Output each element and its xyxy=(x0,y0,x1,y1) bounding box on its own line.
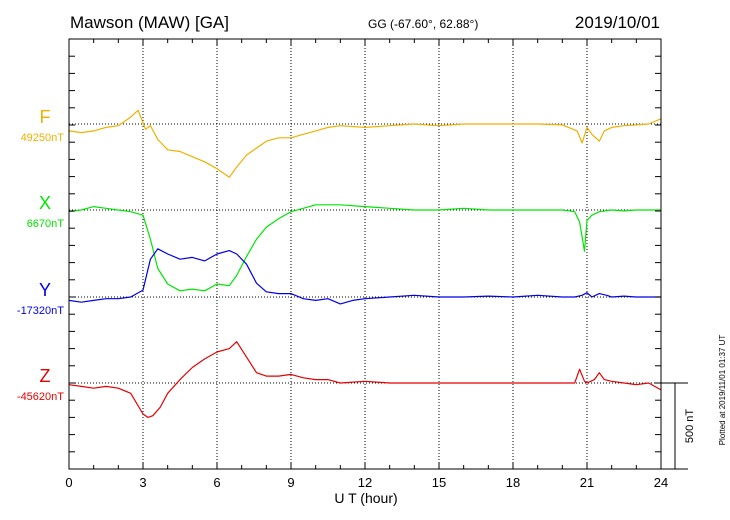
series-group xyxy=(68,109,662,418)
baseline-label-X: 6670nT xyxy=(27,218,65,230)
date-label: 2019/10/01 xyxy=(575,13,660,32)
x-tick-label: 18 xyxy=(506,475,520,490)
x-tick-label: 0 xyxy=(65,475,72,490)
baseline-label-Y: -17320nT xyxy=(17,305,64,317)
series-name-F: F xyxy=(40,107,51,127)
x-tick-label: 24 xyxy=(654,475,668,490)
station-title: Mawson (MAW) [GA] xyxy=(70,13,229,32)
axis-ticks xyxy=(68,38,662,470)
scale-bar-label: 500 nT xyxy=(684,409,696,444)
x-tick-label: 15 xyxy=(432,475,446,490)
plot-frame xyxy=(68,38,662,470)
baseline-label-Z: -45620nT xyxy=(17,391,64,403)
series-name-Z: Z xyxy=(40,366,51,386)
series-name-X: X xyxy=(39,193,51,213)
series-line-F xyxy=(68,109,662,178)
series-labels: F 49250nT X 6670nT Y -17320nT Z -45620nT xyxy=(17,107,64,403)
series-line-Y xyxy=(68,248,661,305)
x-tick-label: 21 xyxy=(580,475,594,490)
x-axis-label: U T (hour) xyxy=(334,490,397,506)
plotted-at-note: Plotted at 2019/11/01 01:37 UT xyxy=(718,335,727,446)
baseline-label-F: 49250nT xyxy=(21,132,65,144)
grid xyxy=(142,39,588,469)
series-line-Z xyxy=(68,341,662,418)
x-tick-label: 12 xyxy=(358,475,372,490)
series-name-Y: Y xyxy=(39,280,51,300)
coords-label: GG (-67.60°, 62.88°) xyxy=(368,17,478,31)
series-line-X xyxy=(68,204,661,292)
x-tick-label: 9 xyxy=(287,475,294,490)
scale-bar: 500 nT xyxy=(661,382,696,470)
x-tick-label: 3 xyxy=(139,475,146,490)
x-tick-labels: 0 3 6 9 12 15 18 21 24 xyxy=(65,475,668,490)
x-tick-label: 6 xyxy=(213,475,220,490)
